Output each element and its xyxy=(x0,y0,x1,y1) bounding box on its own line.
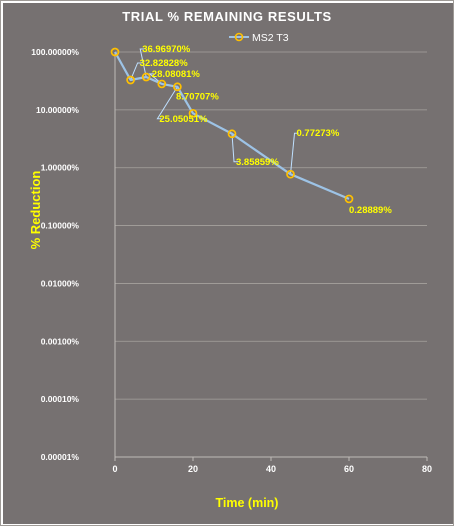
line-chart: TRIAL % REMAINING RESULTS MS2 T3 100.000… xyxy=(28,9,432,510)
series-line-group xyxy=(114,51,350,200)
legend-point-marker xyxy=(234,32,244,42)
y-axis-title: % Reduction xyxy=(28,171,43,250)
leader-line xyxy=(231,133,238,163)
data-label: 8.70707% xyxy=(176,91,219,102)
grid-lines xyxy=(115,51,427,458)
data-label: 3.85859% xyxy=(236,157,279,168)
data-point xyxy=(286,169,295,179)
data-point xyxy=(188,108,198,118)
data-label: 0.28889% xyxy=(349,205,392,216)
leader-line xyxy=(139,48,147,78)
x-tick-label: 60 xyxy=(344,464,354,474)
legend-label: MS2 T3 xyxy=(252,32,289,44)
x-tick-label: 0 xyxy=(112,464,117,474)
data-label: 36.96970% xyxy=(142,44,191,55)
x-axis-title: Time (min) xyxy=(216,496,279,510)
y-tick-label: 100.00000% xyxy=(31,47,79,57)
data-label: 0.77273% xyxy=(297,128,340,139)
data-point xyxy=(126,75,135,85)
data-point xyxy=(141,72,151,82)
data-point xyxy=(227,129,237,139)
y-axis-tick-labels: 100.00000% 10.00000% 1.00000% 0.10000% 0.010… xyxy=(31,47,79,462)
chart-area: TRIAL % REMAINING RESULTS MS2 T3 100.000… xyxy=(3,3,453,524)
y-tick-label: 10.00000% xyxy=(36,105,79,115)
data-labels: 32.82828% 36.96970% 28.08081% 25.05051% 8.70… xyxy=(140,44,393,216)
data-label: 32.82828% xyxy=(140,58,189,69)
leader-line xyxy=(156,86,178,120)
data-point xyxy=(110,47,120,57)
leader-line xyxy=(290,132,299,175)
data-point xyxy=(344,194,354,204)
data-point xyxy=(157,79,167,89)
legend: MS2 T3 xyxy=(229,32,289,44)
x-tick-label: 80 xyxy=(422,464,432,474)
data-label-leader-lines xyxy=(130,48,299,175)
data-label: 28.08081% xyxy=(152,69,201,80)
chart-title: TRIAL % REMAINING RESULTS xyxy=(122,9,332,24)
x-tick-label: 20 xyxy=(188,464,198,474)
series-line-ms2-t3 xyxy=(114,51,350,200)
y-tick-label: 0.10000% xyxy=(41,221,80,231)
y-tick-label: 0.01000% xyxy=(41,278,80,288)
y-tick-label: 1.00000% xyxy=(41,163,80,173)
data-point xyxy=(173,82,182,92)
axes xyxy=(114,52,428,461)
y-tick-label: 0.00100% xyxy=(41,336,80,346)
data-label: 25.05051% xyxy=(159,114,208,125)
y-tick-label: 0.00001% xyxy=(41,452,80,462)
leader-line xyxy=(130,62,142,81)
y-tick-label: 0.00010% xyxy=(41,394,80,404)
x-axis-tick-labels: 0 20 40 60 80 xyxy=(112,464,432,474)
leader-line xyxy=(148,73,163,85)
data-point-markers xyxy=(110,47,354,204)
x-tick-label: 40 xyxy=(266,464,276,474)
